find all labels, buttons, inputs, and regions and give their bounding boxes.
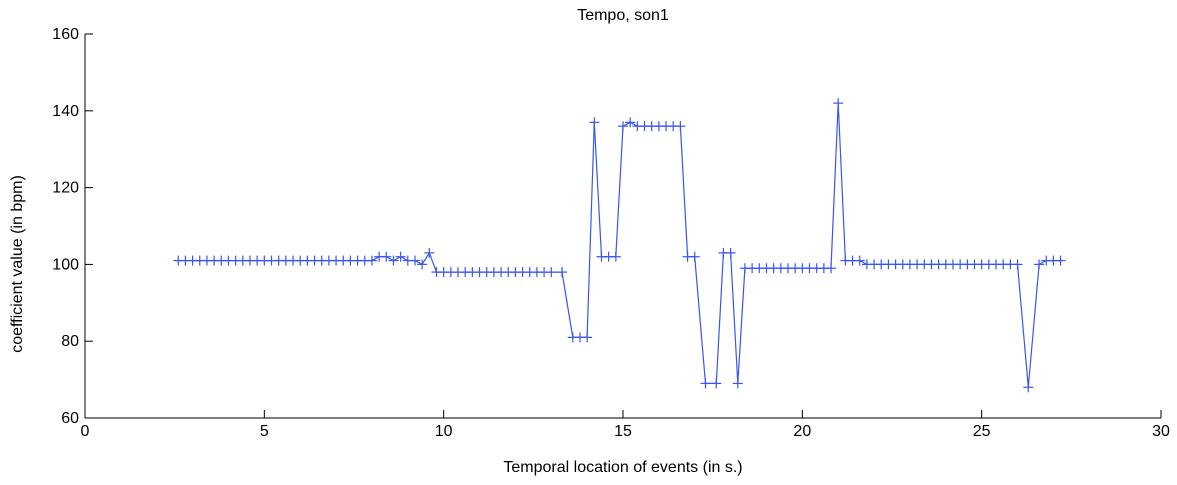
x-tick-label: 25 xyxy=(973,423,991,440)
x-tick-label: 10 xyxy=(435,423,453,440)
axes xyxy=(84,34,1161,419)
data-point xyxy=(711,378,722,389)
x-tick-label: 20 xyxy=(793,423,811,440)
y-tick-label: 60 xyxy=(61,410,79,427)
data-point xyxy=(610,251,621,262)
x-tick-label: 5 xyxy=(260,423,269,440)
data-point xyxy=(625,117,636,128)
data-point xyxy=(833,98,844,109)
x-tick-label: 30 xyxy=(1152,423,1170,440)
y-ticks: 60 80 100 120 140 160 xyxy=(52,26,93,427)
data-point xyxy=(854,255,865,266)
x-ticks: 0 5 10 15 20 25 30 xyxy=(81,410,1170,440)
x-tick-label: 15 xyxy=(614,423,632,440)
series-layer xyxy=(173,98,1066,393)
data-point xyxy=(557,267,568,278)
data-point xyxy=(388,255,399,266)
data-point xyxy=(1034,259,1045,270)
data-point xyxy=(589,117,600,128)
data-point xyxy=(700,378,711,389)
chart-title: Tempo, son1 xyxy=(577,7,669,24)
data-point xyxy=(417,259,428,270)
data-point xyxy=(381,251,392,262)
series-markers xyxy=(173,98,1066,393)
data-point xyxy=(395,251,406,262)
x-axis-label: Temporal location of events (in s.) xyxy=(503,459,742,476)
data-point xyxy=(732,378,743,389)
x-tick-label: 0 xyxy=(81,423,90,440)
y-tick-label: 140 xyxy=(52,103,79,120)
y-tick-label: 100 xyxy=(52,256,79,273)
data-point xyxy=(689,251,700,262)
data-point xyxy=(675,121,686,132)
series-line xyxy=(178,103,1061,388)
data-point xyxy=(582,332,593,343)
data-point xyxy=(546,267,557,278)
data-point xyxy=(409,255,420,266)
data-point xyxy=(826,263,837,274)
data-point xyxy=(366,255,377,266)
data-point xyxy=(1055,255,1066,266)
data-point xyxy=(618,121,628,132)
y-tick-label: 80 xyxy=(61,333,79,350)
data-point xyxy=(424,247,435,258)
data-point xyxy=(1023,382,1034,393)
y-axis-label: coefficient value (in bpm) xyxy=(9,175,26,353)
y-tick-label: 120 xyxy=(52,180,79,197)
data-point xyxy=(1012,259,1023,270)
data-point xyxy=(725,247,736,258)
y-tick-label: 160 xyxy=(52,26,79,43)
